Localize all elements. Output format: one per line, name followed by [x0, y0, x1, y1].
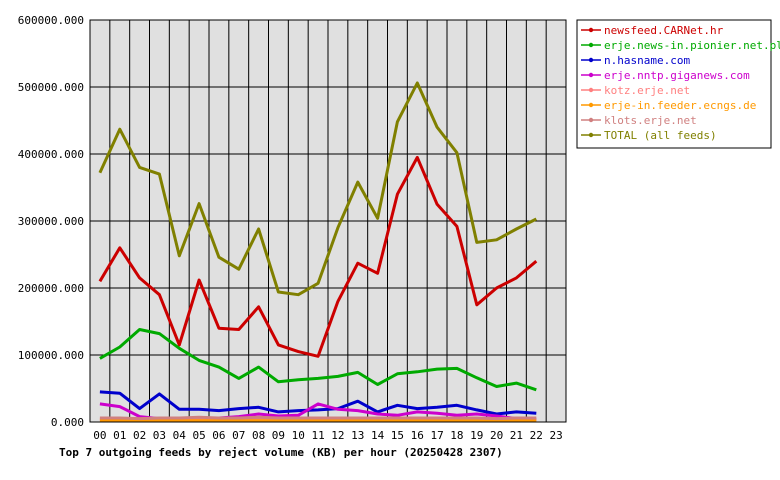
- legend-label: erje-in.feeder.ecngs.de: [604, 99, 756, 112]
- y-axis: 0.000 100000.000 200000.000 300000.000 40000…: [18, 14, 84, 429]
- legend-box: [576, 19, 772, 149]
- x-tick-label: 07: [232, 429, 245, 442]
- y-tick-label: 100000.000: [18, 349, 84, 362]
- legend-label: kotz.erje.net: [604, 84, 690, 97]
- y-tick-label: 600000.000: [18, 14, 84, 27]
- legend-label: erje.news-in.pionier.net.pl: [604, 39, 780, 52]
- x-tick-label: 08: [252, 429, 265, 442]
- x-tick-label: 11: [311, 429, 324, 442]
- x-tick-label: 00: [93, 429, 106, 442]
- y-tick-label: 0.000: [51, 416, 84, 429]
- y-tick-label: 200000.000: [18, 282, 84, 295]
- series-line-total-all-feeds: [98, 81, 537, 297]
- x-tick-label: 19: [470, 429, 483, 442]
- legend-label: klots.erje.net: [604, 114, 697, 127]
- x-tick-label: 17: [430, 429, 443, 442]
- x-tick-label: 18: [450, 429, 463, 442]
- x-tick-label: 06: [212, 429, 225, 442]
- series-line-klots-erje-net: [99, 415, 537, 421]
- legend-swatch-marker: [588, 132, 594, 138]
- legend-label: TOTAL (all feeds): [604, 129, 717, 142]
- plot-border: [89, 19, 567, 423]
- legend-label: n.hasname.com: [604, 54, 690, 67]
- legend-swatch-marker: [588, 87, 594, 93]
- x-axis: 00 01 02 03 04 05 06 07 08 09 10 11 12 13 14 15 16 17 18 19…: [93, 429, 562, 442]
- x-tick-label: 22: [530, 429, 543, 442]
- x-tick-label: 15: [391, 429, 404, 442]
- legend-swatch-marker: [588, 42, 594, 48]
- x-tick-label: 02: [133, 429, 146, 442]
- legend-swatch-marker: [588, 27, 594, 33]
- x-tick-label: 13: [351, 429, 364, 442]
- x-tick-label: 03: [153, 429, 166, 442]
- y-tick-label: 300000.000: [18, 215, 84, 228]
- series-line-n-hasname-com: [99, 390, 537, 416]
- x-tick-label: 16: [411, 429, 424, 442]
- x-tick-label: 14: [371, 429, 385, 442]
- y-tick-label: 500000.000: [18, 81, 84, 94]
- legend: newsfeed.CARNet.hr erje.news-in.pionier.n…: [576, 19, 780, 149]
- legend-swatch-marker: [588, 102, 594, 108]
- legend-swatch-marker: [588, 117, 594, 123]
- series-line-erje-news-in-pionier-net-pl: [99, 328, 537, 392]
- x-tick-label: 04: [173, 429, 187, 442]
- legend-swatch-marker: [588, 57, 594, 63]
- legend-swatch-marker: [588, 72, 594, 78]
- x-tick-label: 21: [510, 429, 523, 442]
- legend-label: newsfeed.CARNet.hr: [604, 24, 724, 37]
- x-tick-label: 09: [272, 429, 285, 442]
- chart-title: Top 7 outgoing feeds by reject volume (K…: [59, 446, 503, 459]
- x-tick-label: 12: [331, 429, 344, 442]
- legend-label: erje.nntp.giganews.com: [604, 69, 750, 82]
- x-tick-label: 20: [490, 429, 503, 442]
- x-tick-label: 23: [549, 429, 562, 442]
- y-tick-label: 400000.000: [18, 148, 84, 161]
- series-line-newsfeed-carnet-hr: [98, 155, 538, 358]
- series-lines: [98, 81, 538, 423]
- x-tick-label: 01: [113, 429, 126, 442]
- x-tick-label: 05: [192, 429, 205, 442]
- x-tick-label: 10: [292, 429, 305, 442]
